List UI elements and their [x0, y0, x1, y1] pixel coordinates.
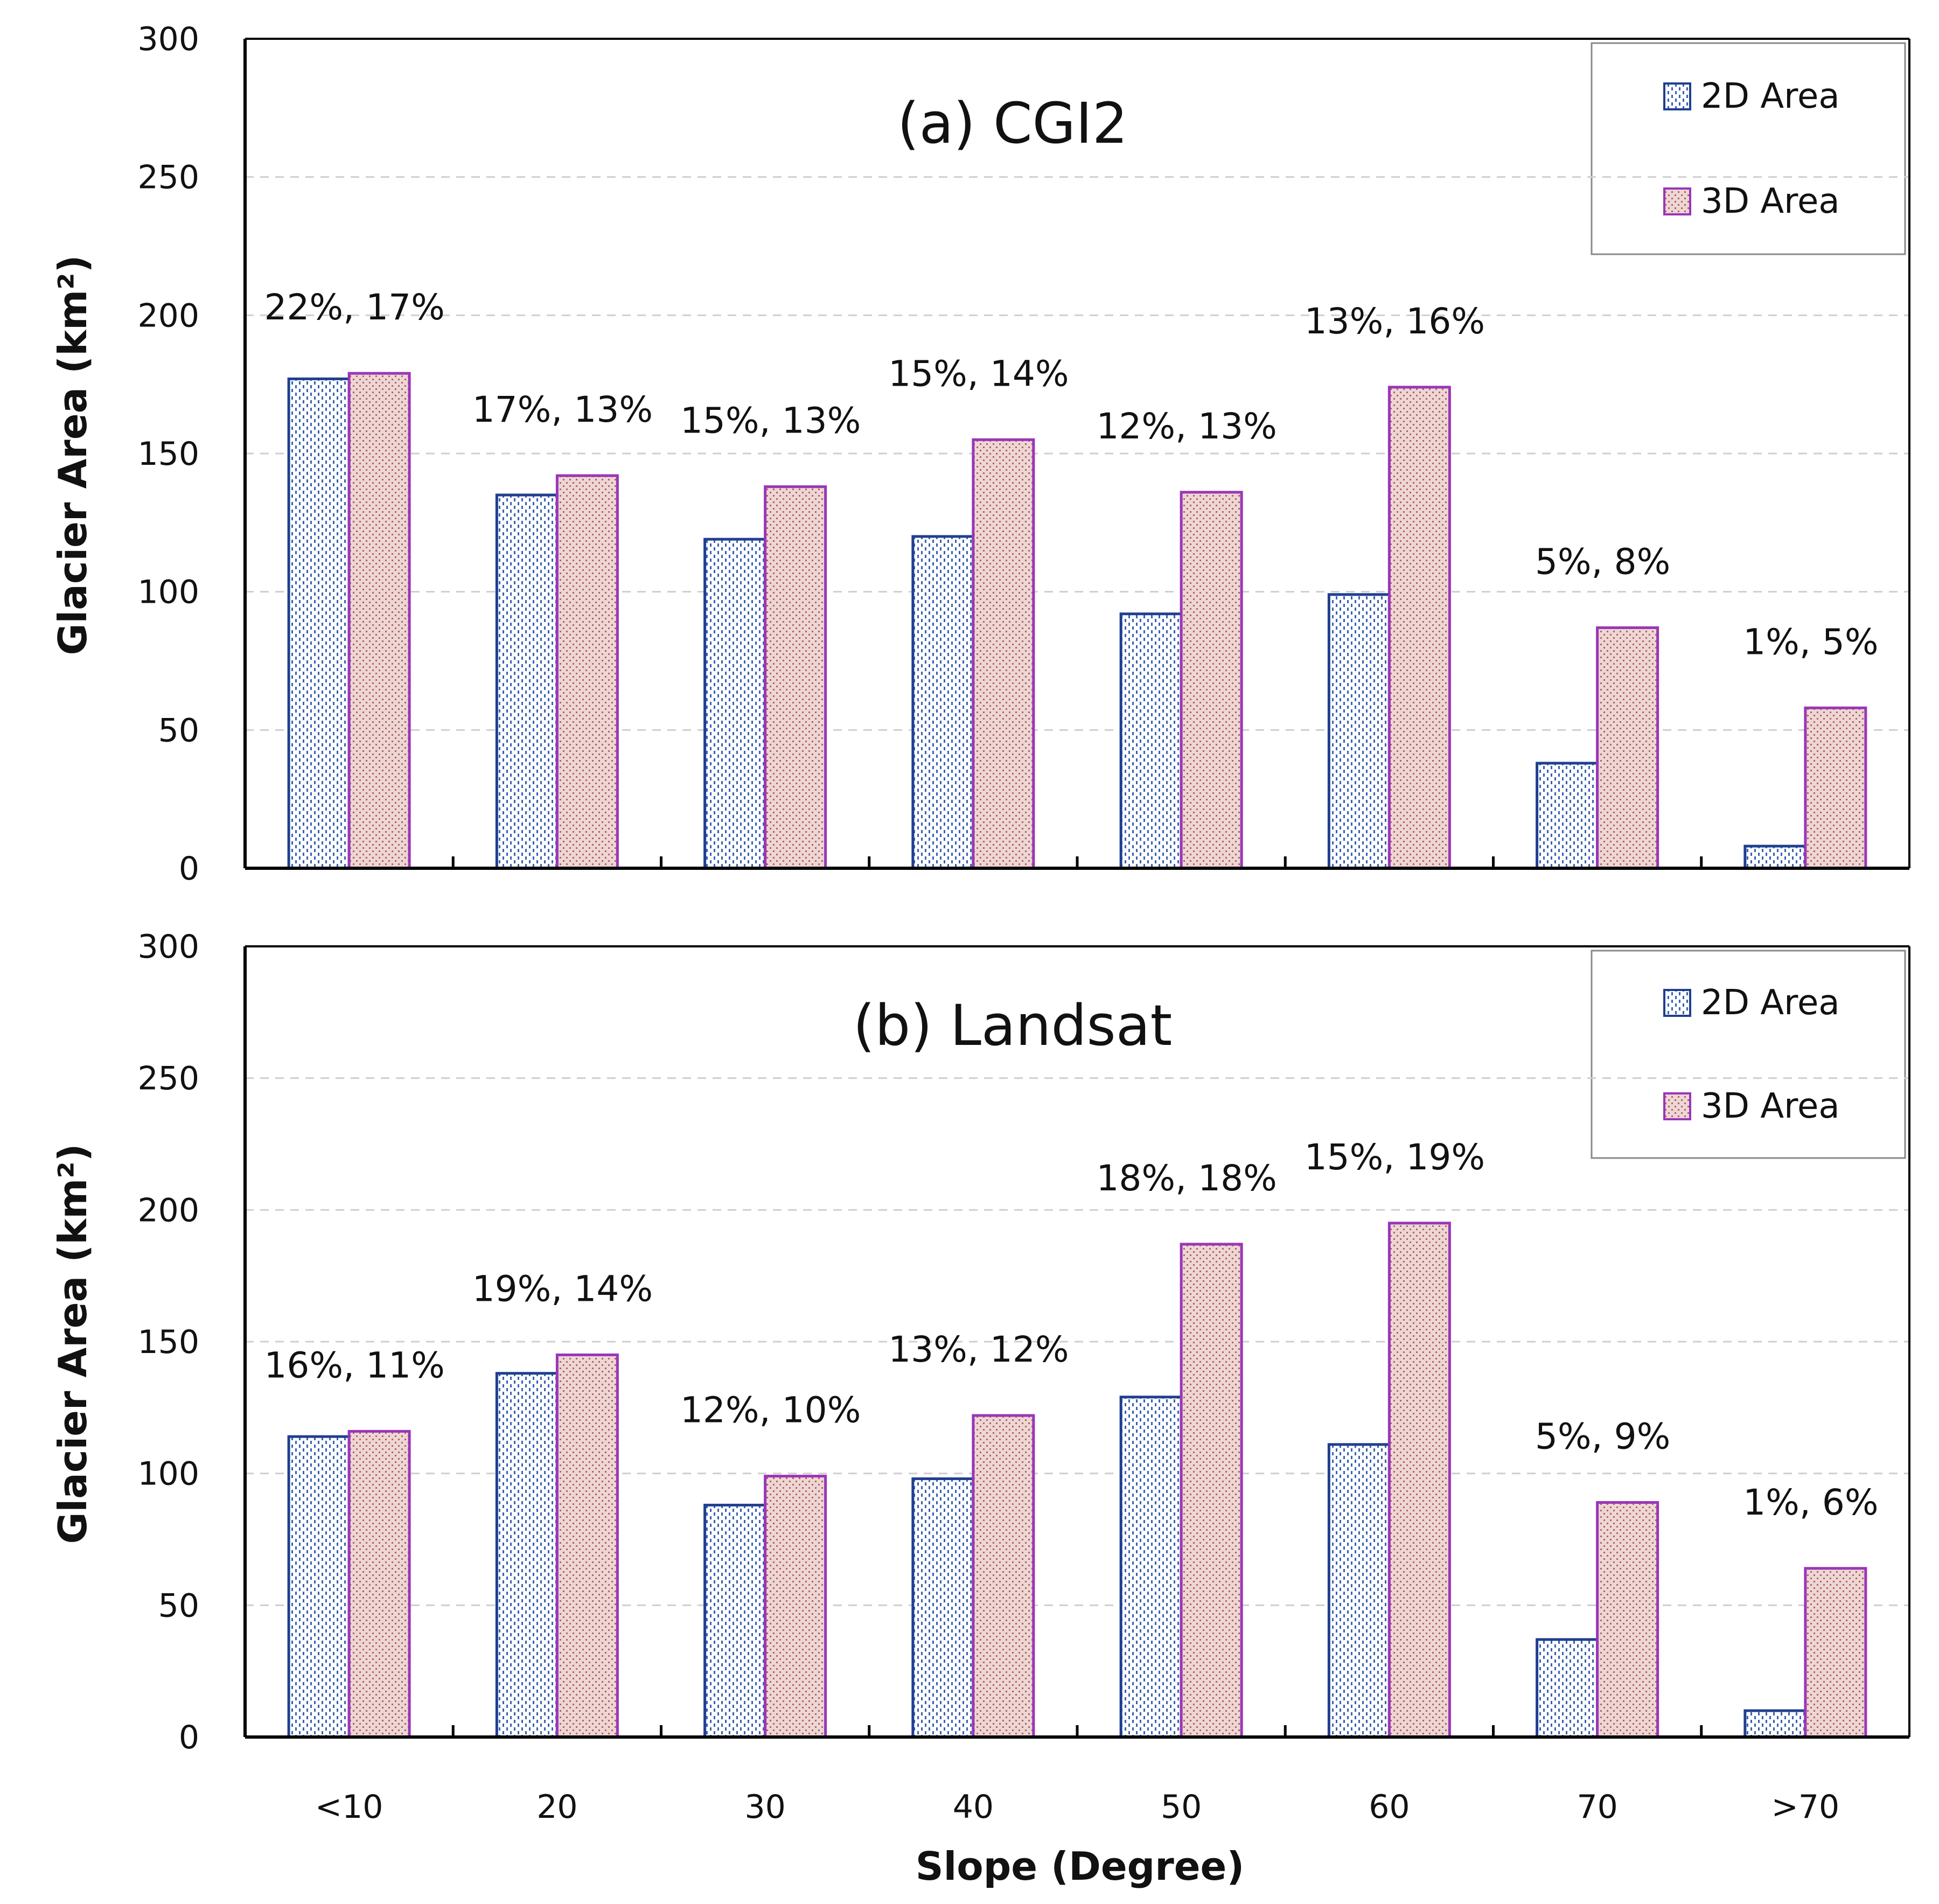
y-tick-label: 150 — [137, 435, 199, 473]
bar-2d-area — [703, 538, 767, 870]
x-tick-label: 20 — [536, 1788, 577, 1826]
x-tick-label: 50 — [1161, 1788, 1202, 1826]
y-tick-label: 200 — [137, 297, 199, 334]
data-label: 15%, 13% — [680, 400, 861, 442]
bar-3d-area — [972, 1414, 1035, 1739]
bar-2d-area — [703, 1503, 767, 1739]
y-tick-label: 0 — [179, 850, 199, 888]
y-axis-label: Glacier Area (km²) — [50, 255, 95, 655]
legend-label-2d: 2D Area — [1701, 76, 1840, 116]
y-tick-label: 50 — [158, 712, 199, 749]
bar-3d-area — [1387, 386, 1451, 870]
bar-2d-area — [1119, 612, 1183, 870]
bar-3d-area — [764, 485, 827, 870]
data-label: 1%, 6% — [1743, 1482, 1878, 1523]
legend-swatch-3d — [1663, 187, 1691, 215]
data-label: 15%, 19% — [1305, 1136, 1485, 1178]
legend-swatch-2d — [1663, 989, 1691, 1017]
legend: 2D Area 3D Area — [1591, 42, 1906, 255]
data-label: 5%, 8% — [1535, 541, 1670, 582]
panel-cgi2: (a) CGI2 Glacier Area (km²) 2D Area 3D A… — [50, 20, 1910, 888]
bar-2d-area — [287, 1435, 351, 1739]
data-label: 12%, 10% — [680, 1390, 861, 1431]
legend-box — [1591, 42, 1906, 255]
y-tick-label: 100 — [137, 1455, 199, 1493]
y-tick-label: 150 — [137, 1323, 199, 1361]
y-tick-label: 250 — [137, 1060, 199, 1098]
bar-2d-area — [1327, 1443, 1391, 1739]
x-tick-label: <10 — [315, 1788, 383, 1826]
data-label: 5%, 9% — [1535, 1415, 1670, 1457]
y-tick-label: 50 — [158, 1587, 199, 1624]
x-tick-label: 60 — [1369, 1788, 1410, 1826]
x-tick-label: >70 — [1771, 1788, 1840, 1826]
x-tick-label: 70 — [1577, 1788, 1617, 1826]
data-label: 18%, 18% — [1096, 1157, 1277, 1199]
legend-label-3d: 3D Area — [1701, 1086, 1840, 1126]
bar-2d-area — [911, 1477, 975, 1739]
legend: 2D Area 3D Area — [1591, 950, 1906, 1159]
data-label: 19%, 14% — [472, 1268, 653, 1309]
bar-3d-area — [1180, 1243, 1243, 1739]
y-tick-label: 300 — [137, 928, 199, 966]
bar-3d-area — [555, 1353, 619, 1739]
bar-2d-area — [1536, 762, 1599, 870]
bar-2d-area — [1536, 1638, 1599, 1739]
bar-3d-area — [1387, 1222, 1451, 1739]
bar-3d-area — [347, 372, 411, 870]
data-label: 17%, 13% — [472, 389, 653, 430]
legend-label-2d: 2D Area — [1701, 983, 1840, 1023]
bar-2d-area — [1743, 845, 1807, 870]
y-tick-label: 250 — [137, 159, 199, 197]
data-label: 13%, 16% — [1305, 301, 1485, 342]
panel-landsat: (b) Landsat Glacier Area (km²) 2D Area 3… — [50, 928, 1910, 1889]
bar-2d-area — [1327, 593, 1391, 870]
bar-3d-area — [1596, 626, 1659, 870]
bar-3d-area — [972, 438, 1035, 870]
bar-3d-area — [1804, 706, 1867, 870]
y-axis-label: Glacier Area (km²) — [50, 1143, 95, 1544]
x-tick-label: 30 — [744, 1788, 785, 1826]
bar-3d-area — [1180, 491, 1243, 870]
y-tick-label: 0 — [179, 1719, 199, 1756]
data-label: 15%, 14% — [888, 353, 1069, 394]
bar-2d-area — [495, 1372, 559, 1739]
panel-title: (b) Landsat — [853, 993, 1173, 1058]
legend-swatch-2d — [1663, 82, 1691, 110]
bar-3d-area — [764, 1475, 827, 1739]
bar-2d-area — [911, 535, 975, 870]
data-label: 22%, 17% — [264, 287, 444, 328]
legend-swatch-3d — [1663, 1092, 1691, 1120]
bar-3d-area — [347, 1429, 411, 1739]
legend-box — [1591, 950, 1906, 1159]
bar-2d-area — [1743, 1709, 1807, 1739]
bar-2d-area — [1119, 1396, 1183, 1739]
data-label: 12%, 13% — [1096, 406, 1277, 447]
panel-title: (a) CGI2 — [897, 90, 1128, 156]
data-label: 1%, 5% — [1743, 621, 1878, 662]
legend-label-3d: 3D Area — [1701, 182, 1840, 221]
bar-3d-area — [555, 474, 619, 870]
bar-3d-area — [1596, 1501, 1659, 1739]
data-label: 16%, 11% — [264, 1344, 444, 1386]
data-label: 13%, 12% — [888, 1329, 1069, 1370]
y-tick-label: 300 — [137, 20, 199, 58]
x-axis-label: Slope (Degree) — [916, 1844, 1245, 1889]
y-tick-label: 200 — [137, 1191, 199, 1229]
y-tick-label: 100 — [137, 574, 199, 611]
x-tick-label: 40 — [953, 1788, 994, 1826]
bar-2d-area — [495, 493, 559, 870]
bar-3d-area — [1804, 1567, 1867, 1739]
bar-2d-area — [287, 377, 351, 870]
